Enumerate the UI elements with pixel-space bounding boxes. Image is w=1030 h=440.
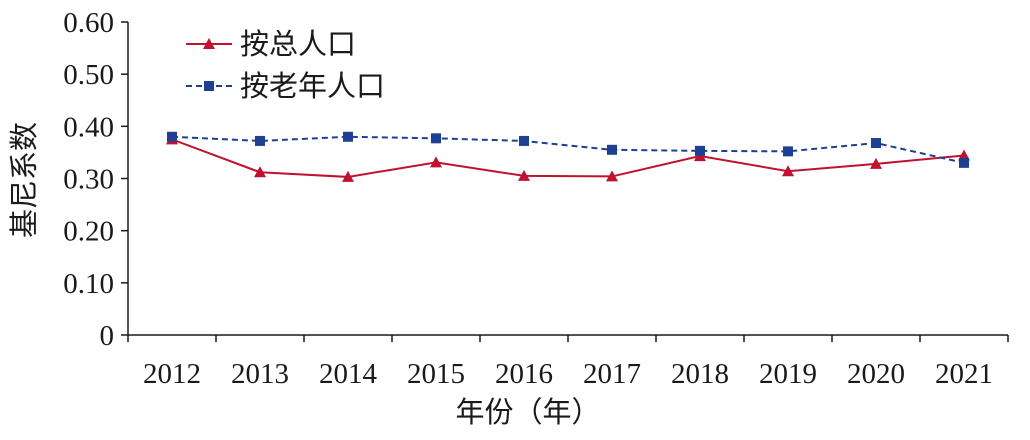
- data-point-square: [871, 138, 881, 149]
- data-point-triangle: [430, 156, 442, 168]
- data-point-triangle: [342, 170, 354, 182]
- legend-item-2: 按老年人口: [186, 69, 385, 103]
- data-point-square: [783, 146, 793, 157]
- x-tick-label: 2020: [847, 358, 905, 390]
- data-point-triangle: [606, 170, 618, 182]
- y-tick-label: 0.60: [63, 7, 114, 39]
- data-point-square: [519, 135, 529, 146]
- x-tick-label: 2013: [231, 358, 289, 390]
- data-point-square: [431, 133, 441, 144]
- data-point-triangle: [518, 169, 530, 181]
- x-tick-label: 2015: [407, 358, 465, 390]
- series-group: [166, 131, 970, 182]
- x-axis-title: 年份（年）: [455, 395, 600, 429]
- legend-label: 按老年人口: [240, 69, 385, 103]
- x-tick-label: 2016: [495, 358, 553, 390]
- y-tick-label: 0.40: [63, 111, 114, 143]
- y-tick-label: 0: [100, 320, 115, 352]
- data-point-square: [959, 157, 969, 168]
- legend-marker-triangle: [203, 38, 215, 49]
- y-tick-label: 0.20: [63, 216, 114, 248]
- x-tick-label: 2012: [143, 358, 201, 390]
- legend-marker-square: [204, 81, 214, 91]
- y-axis-title: 基尼系数: [7, 122, 41, 238]
- x-tick-label: 2017: [583, 358, 641, 390]
- x-tick-label: 2019: [759, 358, 817, 390]
- x-tick-label: 2021: [935, 358, 993, 390]
- y-tick-label: 0.50: [63, 59, 114, 91]
- data-point-triangle: [254, 166, 266, 178]
- data-point-triangle: [782, 165, 794, 177]
- data-point-square: [167, 131, 177, 142]
- series-line: [171, 135, 965, 164]
- series-2: [167, 131, 969, 168]
- legend-label: 按总人口: [240, 27, 356, 61]
- data-point-square: [255, 135, 265, 146]
- x-tick-label: 2018: [671, 358, 729, 390]
- data-point-square: [695, 145, 705, 156]
- data-point-square: [607, 144, 617, 155]
- data-point-square: [343, 131, 353, 142]
- y-tick-label: 0.30: [63, 164, 114, 196]
- legend-item-1: 按总人口: [186, 27, 356, 61]
- series-line: [171, 138, 965, 178]
- y-tick-label: 0.10: [63, 268, 114, 300]
- axes: 0 0.10 0.20 0.30 0.40 0.50 0.60 2012 2013 2014 201…: [63, 7, 1009, 390]
- x-tick-label: 2014: [319, 358, 378, 390]
- data-point-triangle: [870, 157, 882, 169]
- data-point-triangle: [958, 149, 970, 161]
